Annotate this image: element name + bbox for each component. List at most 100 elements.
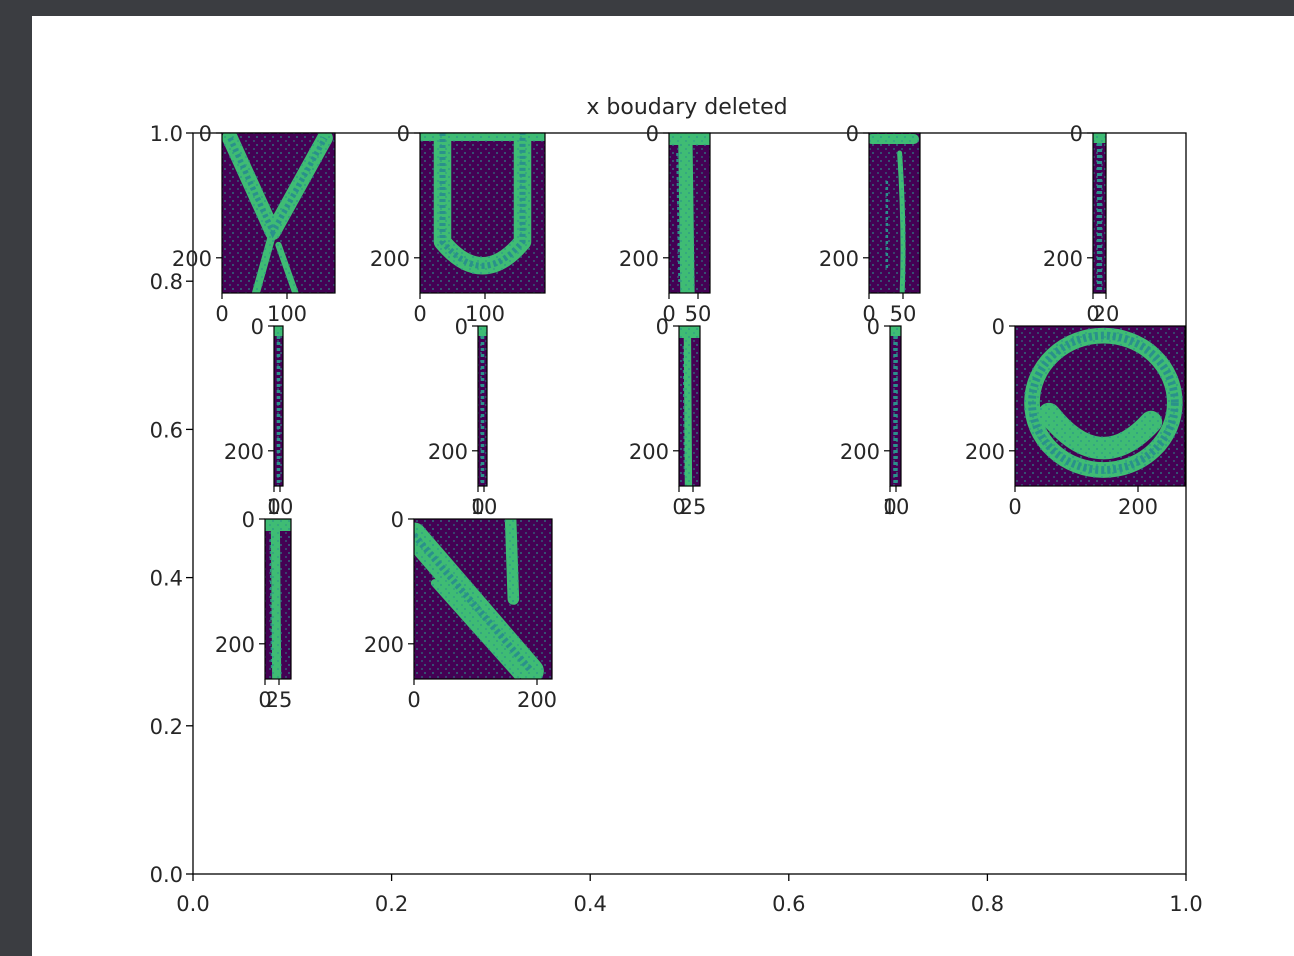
panel-x-tick-label: 10 (267, 495, 294, 519)
panel-x-tick-label: 0 (662, 302, 675, 326)
panel-texture (890, 326, 901, 486)
panel-y-tick-label: 200 (819, 247, 859, 271)
panel-x-tick-label: 0 (407, 688, 420, 712)
panel-y-tick-label: 0 (242, 508, 255, 532)
x-tick-label: 1.0 (1169, 892, 1202, 916)
panel-x-tick-label: 100 (267, 302, 307, 326)
y-tick-label: 0.8 (150, 270, 183, 294)
panel-x-tick-label: 100 (465, 302, 505, 326)
panel-y-tick-label: 0 (867, 315, 880, 339)
panel-x-tick-label: 0 (1086, 302, 1099, 326)
panel-x-tick-label: 0 (1008, 495, 1021, 519)
panel-texture (265, 519, 291, 679)
figure-canvas: x boudary deleted 0.0 0.2 0.4 0.6 0.8 1.0 0.0 0… (32, 16, 1294, 956)
figure-svg: x boudary deleted 0.0 0.2 0.4 0.6 0.8 1.00.00… (150, 95, 1203, 916)
panel-x-tick-label: 10 (883, 495, 910, 519)
panel-frame (868, 132, 921, 294)
y-tick-label: 0.0 (150, 863, 183, 887)
panel-frame (1014, 325, 1186, 487)
panel-y-tick-label: 200 (965, 440, 1005, 464)
panel-y-tick-label: 0 (455, 315, 468, 339)
panel-x-tick-label: 25 (266, 688, 293, 712)
panel-texture (1015, 326, 1185, 486)
panel-x-tick-label: 0 (471, 495, 484, 519)
panel-frame (668, 132, 711, 294)
panel-x-tick-label: 20 (1093, 302, 1120, 326)
panel-frame (477, 325, 488, 487)
panel-x-tick-label: 200 (1118, 495, 1158, 519)
panel-frame (1092, 132, 1107, 294)
panel-x-tick-label: 10 (471, 495, 498, 519)
panel-y-tick-label: 0 (656, 315, 669, 339)
x-tick-label: 0.2 (375, 892, 408, 916)
panel-x-tick-label: 200 (517, 688, 557, 712)
panel-y-tick-label: 0 (992, 315, 1005, 339)
subplot-panel: 0 200 0 50 (819, 122, 921, 326)
panel-y-tick-label: 200 (364, 633, 404, 657)
subplot-panel: 0 200 0 100 (370, 122, 546, 326)
panel-y-tick-label: 0 (391, 508, 404, 532)
panel-frame (264, 518, 292, 680)
panel-x-tick-label: 0 (267, 495, 280, 519)
subplot-panel: 0 200 0 50 (619, 122, 711, 326)
subplot-panel: 0 200 0 200 (364, 508, 557, 712)
x-tick-label: 0.8 (971, 892, 1004, 916)
panel-x-tick-label: 25 (680, 495, 707, 519)
y-tick-label: 0.6 (150, 418, 183, 442)
panel-y-tick-label: 200 (370, 247, 410, 271)
panel-y-tick-label: 200 (619, 247, 659, 271)
panel-y-tick-label: 200 (215, 633, 255, 657)
panel-texture (414, 519, 552, 679)
y-tick-label: 0.4 (150, 567, 183, 591)
panel-frame (678, 325, 701, 487)
panel-texture (1093, 133, 1106, 293)
panel-frame (413, 518, 553, 680)
subplot-panel: 0 200 0 200 (965, 315, 1186, 519)
panel-x-tick-label: 0 (883, 495, 896, 519)
panel-texture (478, 326, 487, 486)
panel-frame (273, 325, 284, 487)
panel-frame (221, 132, 336, 294)
panel-y-tick-label: 200 (840, 440, 880, 464)
panel-x-tick-label: 50 (685, 302, 712, 326)
panel-y-tick-label: 200 (172, 247, 212, 271)
panel-texture (274, 326, 283, 486)
subplot-panel: 0 200 0 100 (172, 122, 336, 326)
panel-x-tick-label: 0 (258, 688, 271, 712)
panel-texture (420, 133, 545, 293)
panel-y-tick-label: 0 (397, 122, 410, 146)
panel-y-tick-label: 0 (846, 122, 859, 146)
chart-title: x boudary deleted (586, 95, 787, 120)
panel-texture (869, 133, 920, 293)
y-tick-label: 1.0 (150, 122, 183, 146)
panel-y-tick-label: 200 (224, 440, 264, 464)
panel-y-tick-label: 200 (428, 440, 468, 464)
panel-y-tick-label: 0 (646, 122, 659, 146)
y-tick-label: 0.2 (150, 715, 183, 739)
panel-frame (419, 132, 546, 294)
x-tick-label: 0.4 (573, 892, 606, 916)
panel-texture (669, 133, 710, 293)
x-tick-label: 0.0 (176, 892, 209, 916)
panel-texture (679, 326, 700, 486)
panel-x-tick-label: 0 (672, 495, 685, 519)
panel-texture (222, 133, 335, 293)
panel-y-tick-label: 0 (199, 122, 212, 146)
x-tick-label: 0.6 (772, 892, 805, 916)
panel-y-tick-label: 0 (1070, 122, 1083, 146)
panel-y-tick-label: 200 (629, 440, 669, 464)
panel-y-tick-label: 0 (251, 315, 264, 339)
panel-x-tick-label: 0 (413, 302, 426, 326)
main-axes: 0.0 0.2 0.4 0.6 0.8 1.0 0.0 0.2 0.4 0.6 0.8 1.0 (150, 122, 1203, 916)
panel-x-tick-label: 0 (862, 302, 875, 326)
panel-x-tick-label: 0 (215, 302, 228, 326)
panel-y-tick-label: 200 (1043, 247, 1083, 271)
panel-x-tick-label: 50 (890, 302, 917, 326)
